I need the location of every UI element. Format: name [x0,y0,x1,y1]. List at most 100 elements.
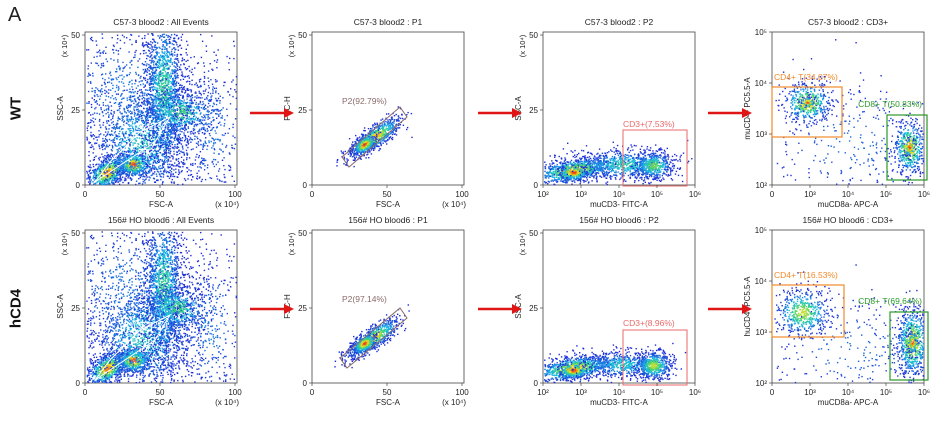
x-tick-label: 100 [228,190,242,199]
flow-arrow-5 [478,304,522,314]
x-tick-label: 10³ [804,388,816,397]
x-axis-label: muCD8a- APC-A [818,200,879,209]
x-axis-label: muCD3- FITC-A [590,200,648,209]
y-tick-label: 50 [298,31,307,40]
plot-panel-5: 156# HO blood6 : All Events P1(37.42%) 0 50… [56,215,242,407]
plot-panel-1: C57-3 blood2 : All Events P1(35.61%) 0 50 10… [56,17,242,209]
y-axis-label: muCD4- PC5.5-A [743,77,752,140]
gate-outline [622,329,688,386]
y-axis-label: huCD4- PC5.5-A [743,276,752,337]
x-tick-label: 10⁴ [842,190,855,199]
y-tick-label: 50 [529,31,538,40]
gate-label: CD3+(7.53%) [623,119,675,129]
x-tick-label: 10⁵ [880,190,892,199]
x-tick-label: 10⁴ [613,388,626,397]
y-tick-label: 10⁵ [755,28,767,37]
gate-outline [94,313,172,381]
y-axis-label: FSC-H [283,96,292,121]
y-axis-label: SSC-A [514,294,523,319]
y-tick-label: 0 [303,181,308,190]
x-tick-label: 10² [537,388,549,397]
y-exponent-label: (x 10⁴) [60,232,69,255]
gate-outline [622,129,688,187]
y-tick-label: 0 [534,379,539,388]
plot-frame [542,31,696,186]
x-exponent-label: (x 10⁴) [215,398,239,407]
x-axis-label: FSC-A [149,200,174,209]
x-tick-label: 100 [455,388,469,397]
y-tick-label: 0 [303,379,308,388]
gate-label: P1(35.61%) [123,122,168,132]
x-tick-label: 10⁴ [613,190,626,199]
x-tick-label: 10⁶ [689,190,701,199]
flow-arrow-6 [708,304,752,314]
y-tick-label: 0 [534,181,539,190]
x-tick-label: 10⁶ [918,388,930,397]
plot-title: 156# HO blood6 : All Events [108,215,214,225]
x-tick-label: 10² [537,190,549,199]
y-tick-label: 0 [76,181,81,190]
x-tick-label: 0 [83,190,88,199]
x-tick-label: 0 [770,388,775,397]
gate-outline [341,106,408,168]
y-tick-label: 10² [755,379,767,388]
flow-arrow-4 [250,304,294,314]
figure-label: A [8,4,22,26]
gate-label: CD4+ T(16.53%) [774,270,838,280]
plot-panel-8: 156# HO blood6 : CD3+ CD4+ T(16.53%) CD8+ … [743,215,930,407]
gate-label: P1(37.42%) [123,320,168,330]
plot-title: C57-3 blood2 : P1 [354,17,423,27]
y-tick-label: 25 [298,106,307,115]
y-tick-label: 50 [71,229,80,238]
x-tick-label: 0 [310,388,315,397]
plot-frame [542,229,696,384]
y-tick-label: 10² [755,181,767,190]
plot-frame [311,31,465,186]
plot-title: C57-3 blood2 : All Events [113,17,208,27]
x-tick-label: 10⁵ [880,388,892,397]
y-tick-label: 25 [298,304,307,313]
plot-frame [311,229,465,384]
y-tick-label: 25 [529,304,538,313]
plot-title: 156# HO blood6 : P2 [579,215,659,225]
y-tick-label: 10³ [755,130,767,139]
x-exponent-label: (x 10⁴) [442,398,466,407]
y-axis-label: SSC-A [514,96,523,121]
y-exponent-label: (x 10⁴) [518,232,527,255]
plot-title: C57-3 blood2 : CD3+ [808,17,888,27]
y-tick-label: 50 [529,229,538,238]
plot-title: 156# HO blood6 : CD3+ [803,215,894,225]
y-tick-label: 10³ [755,328,767,337]
x-exponent-label: (x 10⁴) [442,200,466,209]
x-axis-label: muCD8a- APC-A [818,398,879,407]
x-axis-label: FSC-A [149,398,174,407]
x-tick-label: 10³ [804,190,816,199]
x-tick-label: 0 [770,190,775,199]
gate-outline [771,86,843,138]
y-tick-label: 0 [76,379,81,388]
x-tick-label: 50 [156,190,165,199]
plot-title: C57-3 blood2 : P2 [585,17,654,27]
x-tick-label: 50 [383,388,392,397]
x-tick-label: 10³ [575,388,587,397]
plot-panel-7: 156# HO blood6 : P2 CD3+(8.96%) 10² 10³ 10⁴ 1… [514,215,701,407]
y-exponent-label: (x 10⁴) [287,34,296,57]
x-tick-label: 10³ [575,190,587,199]
plot-panel-4: C57-3 blood2 : CD3+ CD4+ T(34.07%) CD8+ T(… [743,17,930,209]
x-tick-label: 10⁶ [689,388,701,397]
y-tick-label: 25 [71,304,80,313]
flow-arrow-3 [708,108,752,118]
x-tick-label: 0 [310,190,315,199]
x-tick-label: 10⁵ [651,190,663,199]
gate-label: P2(92.79%) [342,96,387,106]
x-tick-label: 10⁵ [651,388,663,397]
x-tick-label: 10⁶ [918,190,930,199]
gate-outline [889,311,929,381]
y-tick-label: 25 [71,106,80,115]
x-tick-label: 50 [383,190,392,199]
x-tick-label: 10⁴ [842,388,855,397]
y-tick-label: 10⁴ [755,277,768,286]
y-tick-label: 25 [529,106,538,115]
x-exponent-label: (x 10⁴) [215,200,239,209]
